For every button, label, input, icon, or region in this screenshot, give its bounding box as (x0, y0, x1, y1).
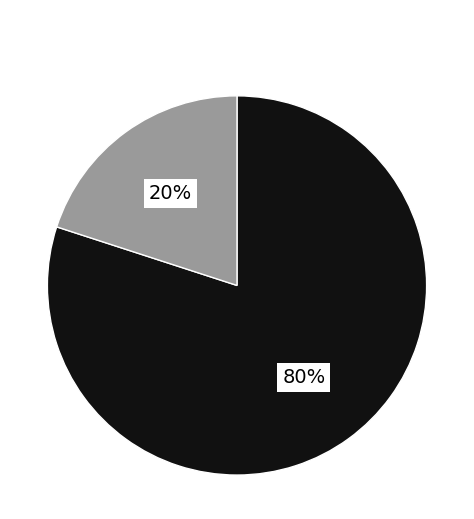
Wedge shape (47, 96, 427, 475)
Text: 20%: 20% (148, 184, 192, 203)
Wedge shape (57, 96, 237, 285)
Text: 80%: 80% (282, 368, 326, 387)
